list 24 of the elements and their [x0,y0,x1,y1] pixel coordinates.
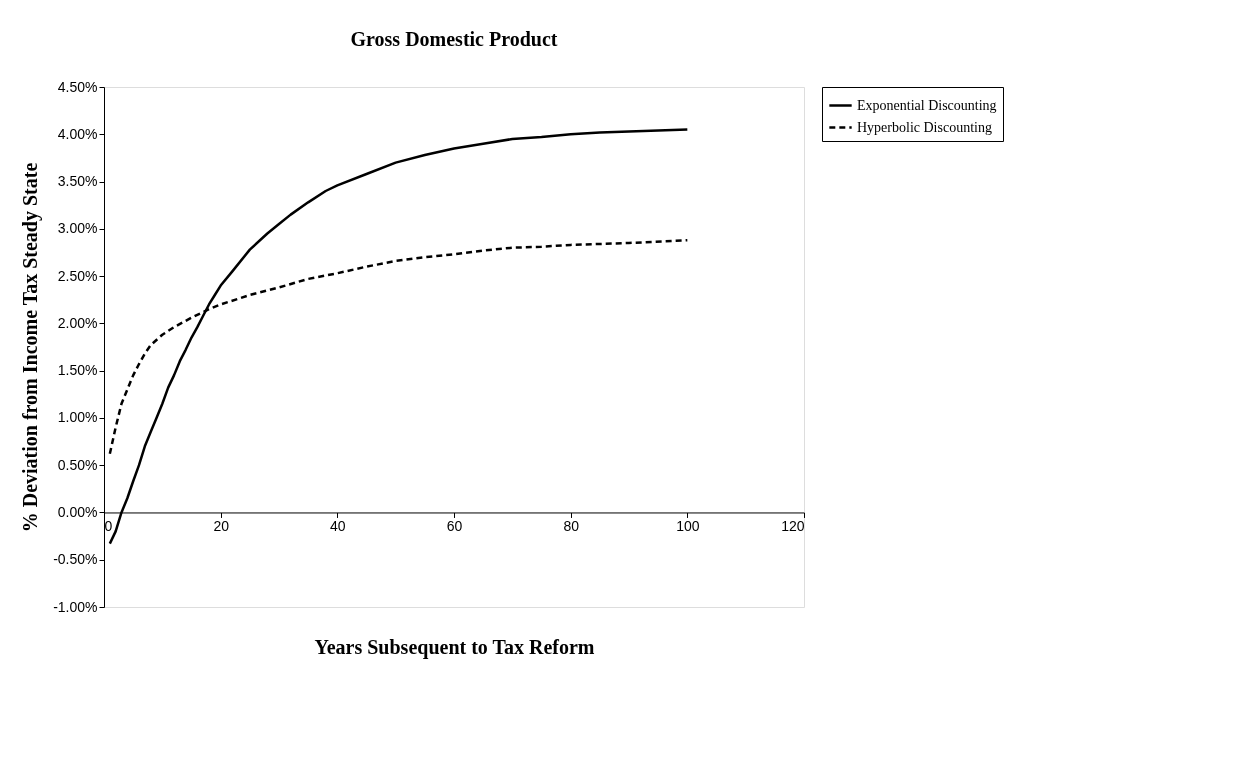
y-tick-label: 2.00% [57,314,98,331]
y-tick-label: 2.50% [57,267,98,284]
y-tick-label: 4.00% [57,125,98,142]
x-tick-label: 40 [330,517,346,534]
x-tick-label: 60 [446,517,463,534]
x-tick-label: 100 [676,517,700,534]
y-tick-label: 4.50% [57,78,98,95]
y-tick-label: 0.00% [57,503,98,520]
y-tick-label: -1.00% [53,598,98,615]
legend-label: Exponential Discounting [857,97,997,113]
x-tick-label: 0 [104,517,113,534]
y-tick-label: 3.50% [57,173,98,190]
y-tick-label: -0.50% [53,551,98,568]
x-tick-label: 20 [213,517,230,534]
y-tick-label: 1.00% [57,409,98,426]
x-axis-title: Years Subsequent to Tax Reform [314,635,595,659]
x-tick-label: 80 [563,517,580,534]
y-axis-title: % Deviation from Income Tax Steady State [19,162,43,533]
y-tick-label: 1.50% [57,362,98,379]
y-tick-label: 3.00% [57,220,98,237]
legend-label: Hyperbolic Discounting [857,119,992,135]
chart-title: Gross Domestic Product [350,28,558,50]
x-tick-label: 120 [781,517,805,534]
y-tick-label: 0.50% [57,456,98,473]
